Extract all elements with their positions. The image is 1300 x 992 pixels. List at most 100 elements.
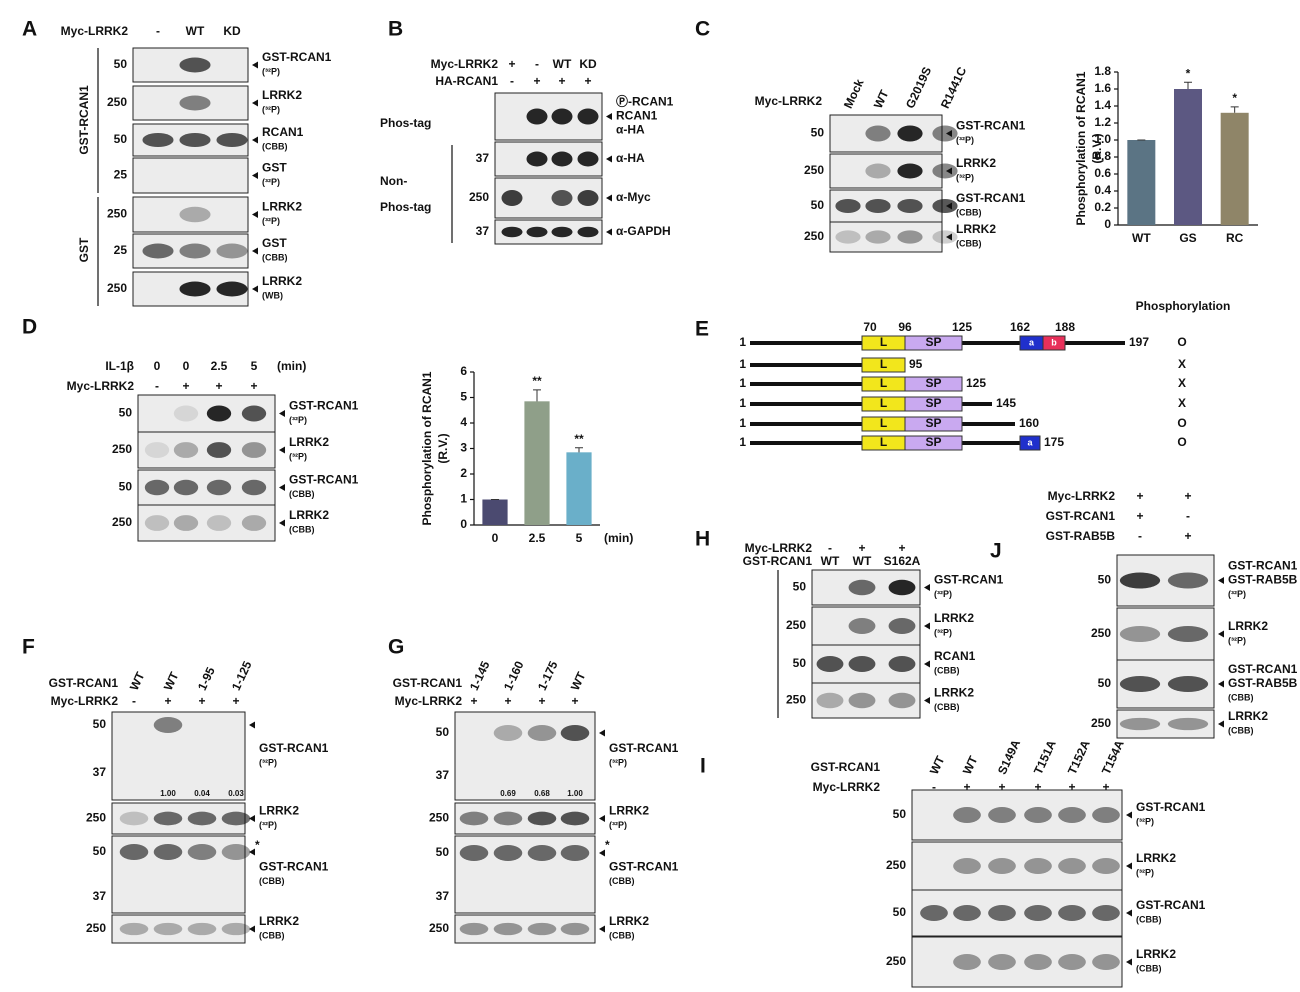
band bbox=[493, 811, 523, 826]
panel-label: E bbox=[695, 318, 709, 341]
band bbox=[216, 132, 248, 148]
band-label: (³²P) bbox=[262, 104, 280, 114]
end-label: 125 bbox=[966, 376, 986, 390]
band-label: RCAN1 bbox=[616, 109, 658, 123]
band-label: (CBB) bbox=[289, 489, 315, 499]
size-marker: 250 bbox=[107, 281, 127, 295]
bar bbox=[524, 401, 550, 525]
lane-label: - bbox=[932, 780, 936, 794]
lane-label: - bbox=[1138, 529, 1142, 543]
band bbox=[897, 198, 923, 214]
band bbox=[179, 57, 211, 73]
band-label: (³²P) bbox=[1136, 816, 1154, 826]
band-label: (CBB) bbox=[609, 930, 635, 940]
band bbox=[953, 807, 981, 823]
band bbox=[551, 226, 573, 238]
domain bbox=[904, 416, 963, 432]
lane-label: KD bbox=[223, 24, 241, 38]
domain-label: a bbox=[1027, 437, 1033, 447]
arrowhead bbox=[606, 228, 612, 236]
y-axis-label: (R.V.) bbox=[436, 433, 450, 463]
band-label: α-GAPDH bbox=[616, 224, 671, 238]
lane-label: + bbox=[250, 379, 257, 393]
header-name: GST-RCAN1 bbox=[1046, 509, 1116, 523]
band bbox=[501, 190, 523, 206]
quantification: 0.03 bbox=[228, 789, 244, 798]
header-name: GST-RCAN1 bbox=[811, 760, 881, 774]
y-axis-label: (R.V.) bbox=[1090, 133, 1104, 163]
lane-label: WT bbox=[127, 669, 148, 692]
y-tick-label: 2 bbox=[460, 466, 467, 480]
size-marker: 50 bbox=[119, 480, 133, 494]
band bbox=[187, 922, 217, 936]
arrowhead bbox=[249, 925, 255, 933]
arrowhead bbox=[1218, 720, 1224, 728]
arrowhead bbox=[599, 815, 605, 822]
lane-label: + bbox=[898, 541, 905, 555]
band-label: GST-RCAN1 bbox=[259, 860, 329, 874]
arrowhead bbox=[252, 99, 258, 107]
band-label: Ⓟ-RCAN1 bbox=[616, 94, 674, 109]
band bbox=[526, 108, 548, 125]
arrowhead bbox=[1218, 680, 1224, 688]
size-marker: 250 bbox=[786, 618, 806, 632]
band bbox=[206, 405, 232, 422]
band bbox=[577, 190, 599, 206]
end-label: 175 bbox=[1044, 435, 1064, 449]
band-label: (³²P) bbox=[956, 135, 974, 145]
domain-label: L bbox=[880, 357, 887, 371]
arrowhead bbox=[924, 622, 930, 630]
y-tick-label: 5 bbox=[460, 390, 467, 404]
band bbox=[816, 656, 844, 672]
quantification: 1.00 bbox=[160, 789, 176, 798]
band bbox=[119, 922, 149, 936]
band bbox=[888, 579, 916, 596]
band bbox=[888, 618, 916, 634]
size-marker: 250 bbox=[786, 693, 806, 707]
size-marker: 250 bbox=[804, 229, 824, 243]
domain-label: a bbox=[1029, 337, 1035, 347]
band-label: LRRK2 bbox=[259, 804, 299, 818]
band bbox=[173, 479, 199, 496]
lane-label: Mock bbox=[841, 77, 867, 111]
band bbox=[897, 230, 923, 244]
blot bbox=[137, 431, 276, 469]
x-tick-label: 5 bbox=[576, 531, 583, 545]
band bbox=[577, 151, 599, 167]
note: * bbox=[255, 838, 260, 852]
band-label: LRRK2 bbox=[1228, 709, 1268, 723]
header-name: Myc-LRRK2 bbox=[745, 541, 813, 555]
band bbox=[459, 845, 489, 861]
y-tick-label: 1.6 bbox=[1094, 81, 1111, 95]
lane-label: + bbox=[508, 57, 515, 71]
band bbox=[1119, 717, 1161, 731]
lane-label: KD bbox=[579, 57, 597, 71]
band-label: RCAN1 bbox=[934, 649, 976, 663]
quantification: 1.00 bbox=[567, 789, 583, 798]
lane-label: + bbox=[1102, 780, 1109, 794]
lane-label: 1-160 bbox=[501, 659, 527, 693]
lane-label: 2.5 bbox=[211, 359, 228, 373]
size-marker: 37 bbox=[93, 765, 107, 779]
band bbox=[1092, 954, 1120, 970]
domain-label: SP bbox=[925, 416, 941, 430]
band bbox=[1167, 676, 1209, 692]
lane-label: + bbox=[1136, 489, 1143, 503]
band-label: RCAN1 bbox=[262, 125, 304, 139]
end-label: 160 bbox=[1019, 416, 1039, 430]
band-label: (³²P) bbox=[609, 820, 627, 830]
blot bbox=[454, 914, 596, 944]
band bbox=[865, 198, 891, 214]
panel-label: B bbox=[388, 18, 403, 41]
size-marker: 50 bbox=[793, 580, 807, 594]
header-unit: (min) bbox=[277, 359, 306, 373]
band-label: (³²P) bbox=[1136, 867, 1154, 877]
band bbox=[179, 132, 211, 148]
domain-label: L bbox=[880, 335, 887, 349]
blot bbox=[911, 789, 1123, 841]
x-axis-label: (min) bbox=[604, 531, 633, 545]
size-marker: 25 bbox=[114, 168, 128, 182]
band bbox=[865, 125, 891, 142]
y-tick-label: 1.4 bbox=[1094, 98, 1111, 112]
